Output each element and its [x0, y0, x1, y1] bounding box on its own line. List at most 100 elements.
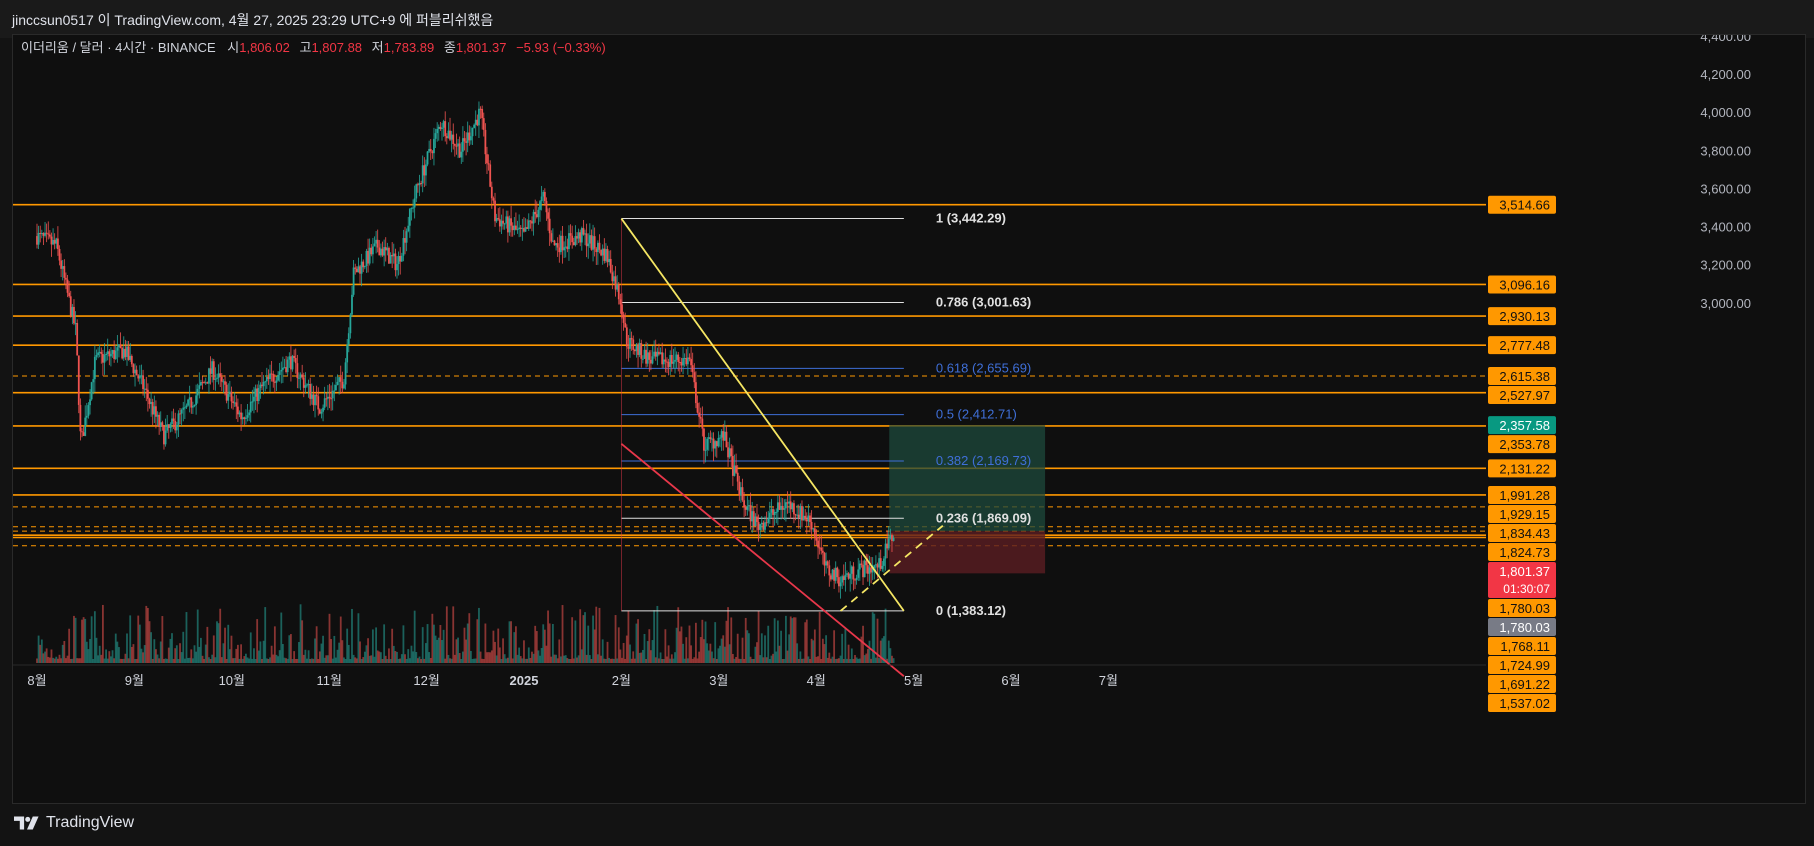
volume-bar [883, 636, 885, 663]
price-badge [1488, 617, 1556, 636]
tradingview-brand[interactable]: TradingView [14, 814, 134, 832]
volume-bar [302, 654, 305, 663]
candle-body [245, 417, 247, 419]
volume-bar [77, 658, 80, 663]
time-axis[interactable]: 8월 9월 10월 11월 12월 2025 2월 3월 4월 5월 6월 7월 [13, 664, 1486, 688]
volume-bar [453, 654, 456, 663]
chart-frame[interactable]: 1 (3,442.29) 0.786 (3,001.63) 0.618 (2,655… [12, 34, 1806, 804]
volume-bar [193, 645, 196, 663]
candle-body [322, 407, 324, 412]
candle-body [155, 406, 157, 417]
candle-body [723, 431, 726, 441]
candle-body [384, 247, 387, 251]
price-chart[interactable]: 1 (3,442.29) 0.786 (3,001.63) 0.618 (2,655… [13, 35, 1805, 803]
candle-body [765, 522, 768, 524]
candle-body [89, 399, 91, 406]
candle-body [606, 249, 609, 263]
candle-body [195, 395, 198, 405]
candle-body [500, 220, 503, 227]
volume-bar [298, 642, 300, 663]
volume-bar [232, 658, 234, 663]
volume-bar [195, 651, 198, 663]
candle-body [116, 347, 119, 351]
candle-body [412, 207, 414, 209]
candle-body [317, 396, 320, 410]
candle-body [801, 506, 803, 521]
candle-body [492, 198, 495, 201]
price-axis[interactable]: 4,400.00 4,200.00 4,000.00 3,800.00 3,600.00… [1486, 35, 1805, 712]
candle-body [818, 547, 821, 549]
volume-bar [228, 649, 231, 663]
candle-body [521, 228, 524, 230]
volume-bar [523, 640, 525, 663]
candle-body [523, 228, 525, 232]
countdown-text: 01:30:07 [1503, 582, 1550, 596]
volume-bar [143, 645, 146, 663]
volume-bar [145, 605, 148, 663]
candle-body [100, 351, 103, 355]
volume-bar [740, 658, 742, 663]
candle-body [87, 405, 90, 416]
volume-bar [844, 628, 847, 663]
candle-body [887, 538, 890, 549]
candle-body [65, 277, 67, 280]
candle-body [455, 145, 458, 147]
candle-body [603, 248, 606, 261]
candle-body [243, 417, 246, 419]
volume-bar [473, 658, 476, 663]
candle-body [643, 349, 646, 359]
candle-body [150, 401, 153, 405]
low-label: 저 [372, 40, 384, 55]
candle-body [257, 387, 260, 401]
volume-bar [278, 650, 281, 663]
volume-bar [415, 652, 418, 663]
candle-body [39, 232, 42, 234]
fibonacci-retracement[interactable]: 1 (3,442.29) 0.786 (3,001.63) 0.618 (2,655… [621, 210, 1031, 618]
volume-bar [518, 647, 521, 663]
volume-bar [510, 621, 512, 663]
candle-body [749, 505, 752, 522]
candle-body [547, 212, 549, 219]
candle-body [97, 352, 99, 356]
candle-body [656, 351, 659, 357]
candle-body [56, 238, 59, 250]
volume-bar [241, 658, 244, 663]
volume-bar [672, 658, 675, 663]
volume-bar [428, 652, 431, 663]
volume-bar [174, 648, 177, 663]
candle-body [805, 519, 808, 522]
candle-body [343, 384, 345, 389]
candle-body [113, 350, 116, 359]
volume-bar [847, 644, 850, 663]
volume-bar [613, 658, 615, 663]
candle-body [365, 250, 368, 267]
candle-body [360, 261, 363, 274]
candle-body [177, 413, 180, 425]
volume-bar [875, 657, 877, 663]
candle-body [852, 566, 855, 580]
volume-bar [151, 658, 154, 663]
volume-bar [592, 615, 594, 663]
trendlines[interactable] [620, 218, 944, 677]
open-label: 시 [227, 40, 239, 55]
long-position-tool[interactable] [889, 425, 1046, 574]
volume-bar [388, 648, 390, 663]
candle-body [471, 127, 474, 137]
fib-level-label: 0.786 (3,001.63) [936, 294, 1031, 309]
volume-bar [343, 657, 345, 663]
candle-body [318, 409, 321, 414]
volume-bar [251, 658, 254, 663]
volume-bar [789, 616, 792, 663]
candle-body [531, 221, 533, 224]
volume-bar [344, 658, 347, 663]
candle-body [571, 235, 574, 243]
candle-body [351, 294, 353, 315]
volume-bar [92, 658, 95, 663]
candle-body [506, 216, 509, 233]
candle-body [725, 431, 728, 448]
price-badge [1488, 416, 1556, 435]
candle-body [111, 350, 114, 354]
candle-body [632, 339, 635, 350]
volume-bar [622, 642, 625, 663]
volume-bar [500, 659, 503, 663]
